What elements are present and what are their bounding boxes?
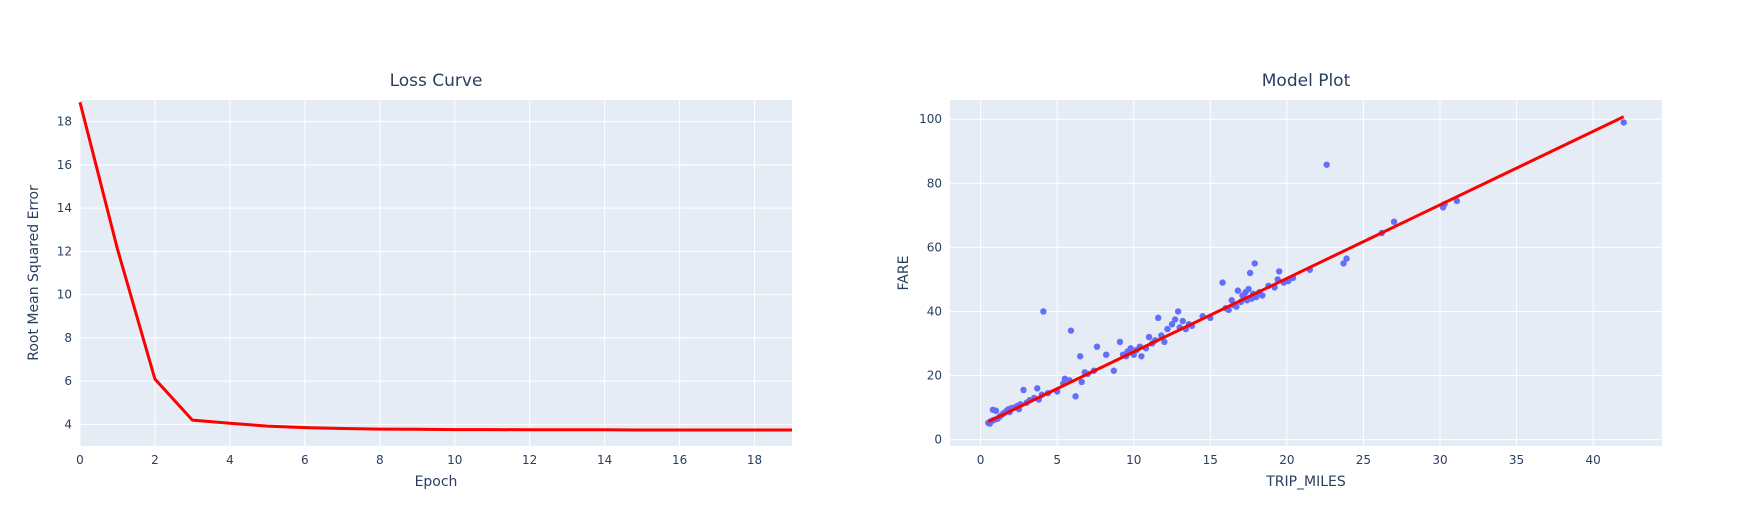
scatter-point [1179,317,1186,325]
scatter-point [1245,285,1252,293]
scatter-point [1102,351,1110,358]
scatter-point [1228,297,1235,304]
model-plot-y-axis-label: FARE [896,256,912,291]
x-tick-label: 30 [1432,453,1447,467]
y-tick-label: 4 [64,417,72,431]
scatter-point [1078,378,1085,386]
y-tick-label: 40 [927,304,942,318]
x-tick-label: 15 [1203,453,1218,467]
scatter-point [1174,308,1182,315]
model-plot-title: Model Plot [1262,71,1351,91]
x-tick-label: 6 [301,453,309,467]
scatter-point [1072,393,1079,400]
scatter-point [1234,287,1242,294]
loss-curve-x-axis-label: Epoch [415,474,458,490]
scatter-point [1390,218,1398,225]
loss-curve-y-axis-label: Root Mean Squared Error [26,185,42,361]
scatter-point [1138,353,1145,360]
scatter-point [1164,325,1171,333]
scatter-point [1323,161,1330,168]
loss-curve-tick-labels: 0 2 4 6 8 10 12 14 16 18 4 6 8 10 12 14 16 18 [57,115,762,467]
scatter-point [1040,308,1047,315]
scatter-point [1340,260,1347,267]
y-tick-label: 100 [919,112,942,126]
y-tick-label: 60 [927,240,942,254]
loss-curve-series [78,101,792,432]
series-line [987,115,1625,424]
x-tick-label: 4 [226,453,234,467]
scatter-point [1161,338,1168,346]
scatter-point [1251,260,1258,267]
loss-curve-title: Loss Curve [390,71,483,91]
x-tick-label: 14 [597,453,612,467]
x-tick-label: 35 [1509,453,1524,467]
scatter-point [1620,119,1627,126]
scatter-point [986,420,994,427]
scatter-point [1168,321,1176,328]
scatter-point [1276,268,1283,275]
scatter-point [1219,279,1226,286]
x-tick-label: 8 [376,453,384,467]
scatter-point [1453,197,1461,205]
scatter-point [1110,367,1118,374]
y-tick-label: 8 [64,331,72,345]
y-tick-label: 0 [934,433,942,447]
scatter-point [1067,327,1075,334]
x-tick-label: 5 [1053,453,1061,467]
scatter-point [1259,292,1266,299]
scatter-point [1171,316,1179,323]
x-tick-label: 16 [672,453,687,467]
x-tick-label: 0 [76,453,84,467]
y-tick-label: 20 [927,369,942,383]
x-tick-label: 10 [1126,453,1141,467]
scatter-point [1034,385,1041,392]
y-tick-label: 12 [57,244,72,258]
x-tick-label: 12 [522,453,537,467]
x-tick-label: 40 [1585,453,1600,467]
y-tick-label: 10 [57,288,72,302]
scatter-point [992,407,1000,414]
scatter-point [1116,338,1124,346]
scatter-point [1145,333,1153,341]
scatter-point [1127,345,1134,352]
y-tick-label: 6 [64,374,72,388]
loss-curve-plot-area [80,100,792,446]
x-tick-label: 25 [1356,453,1371,467]
scatter-point [1076,353,1084,360]
x-tick-label: 10 [447,453,462,467]
scatter-point [1093,343,1101,350]
y-tick-label: 80 [927,176,942,190]
scatter-point [1020,386,1027,394]
scatter-point [1343,255,1350,262]
x-tick-label: 2 [151,453,159,467]
y-tick-label: 16 [57,158,72,172]
x-tick-label: 0 [977,453,985,467]
scatter-point [1155,314,1162,322]
scatter-point [1246,269,1254,277]
series-line [78,101,792,432]
model-plot-tick-labels: 0 5 10 15 20 25 30 35 40 0 20 40 60 80 100 [919,112,1601,467]
y-tick-label: 14 [57,201,72,215]
loss-curve-gridlines [79,100,792,446]
model-plot-x-axis-label: TRIP_MILES [1265,474,1346,490]
model-plot-plot-area [950,100,1662,446]
x-tick-label: 18 [747,453,762,467]
model-plot-series [985,115,1627,427]
model-plot-gridlines [950,100,1662,446]
y-tick-label: 18 [57,115,72,129]
x-tick-label: 20 [1279,453,1294,467]
